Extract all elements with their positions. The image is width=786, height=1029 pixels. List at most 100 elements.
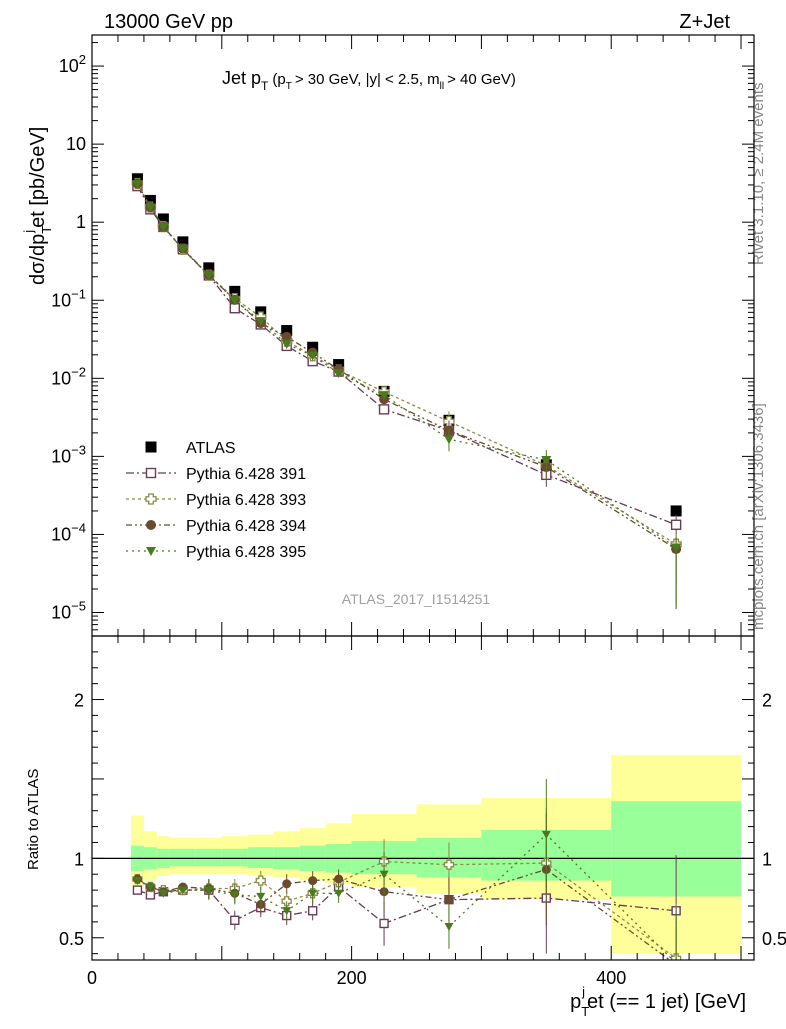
- marker-filled-square: [203, 262, 215, 274]
- marker-filled-triangle: [177, 245, 188, 255]
- legend-label-3: Pythia 6.428 394: [186, 518, 306, 535]
- xtick-label: 400: [596, 968, 626, 988]
- xlabel-sup: j: [581, 984, 585, 999]
- marker-filled-triangle: [158, 223, 169, 233]
- main-ytick-label: 10−3: [51, 442, 86, 466]
- marker-filled-square: [307, 341, 319, 353]
- marker-filled-square: [670, 505, 682, 517]
- marker-filled-circle: [444, 895, 454, 905]
- marker-filled-triangle: [146, 547, 156, 556]
- marker-filled-triangle: [307, 351, 318, 361]
- header-left: 13000 GeV pp: [104, 11, 233, 33]
- main-ytick-label: 10: [66, 134, 86, 154]
- main-ytick-label: 1: [76, 212, 86, 232]
- marker-filled-triangle: [333, 368, 344, 378]
- legend-label-2: Pythia 6.428 393: [186, 492, 306, 509]
- marker-filled-triangle: [204, 886, 214, 895]
- marker-open-square: [230, 915, 240, 925]
- marker-open-square: [307, 906, 318, 916]
- marker-filled-circle: [282, 879, 292, 889]
- marker-open-square: [379, 918, 389, 929]
- marker-filled-triangle: [671, 959, 681, 960]
- main-series-line: [136, 183, 677, 545]
- marker-filled-square: [157, 213, 169, 225]
- ratio-ylabel: Ratio to ATLAS: [25, 769, 42, 870]
- legend-label-4: Pythia 6.428 395: [186, 544, 306, 561]
- marker-filled-triangle: [281, 340, 292, 350]
- marker-filled-square: [281, 324, 293, 336]
- marker-filled-triangle: [230, 891, 240, 900]
- marker-open-square: [670, 519, 682, 530]
- marker-filled-triangle: [256, 892, 266, 901]
- legend-label-1: Pythia 6.428 391: [186, 466, 306, 483]
- ylabel-main: dσ/dp: [27, 234, 49, 285]
- marker-filled-triangle: [379, 870, 389, 879]
- marker-open-square: [378, 404, 390, 415]
- plot-layer: [131, 173, 682, 969]
- ylabel-sub: T: [39, 226, 54, 234]
- ratio-frame: [91, 635, 755, 961]
- xlabel-p: p: [570, 991, 581, 1013]
- main-ylabel: dσ/dpTj et [pb/GeV]: [21, 127, 54, 285]
- marker-filled-triangle: [443, 435, 454, 445]
- marker-filled-triangle: [203, 271, 214, 281]
- marker-open-square: [132, 885, 143, 895]
- marker-open-cross: [281, 896, 292, 907]
- title-cut1: (p: [272, 71, 285, 88]
- title-main: Jet p: [222, 68, 261, 88]
- marker-filled-square: [145, 441, 157, 453]
- ylabel-sup: j: [21, 230, 36, 234]
- marker-filled-square: [144, 194, 156, 206]
- marker-filled-triangle: [541, 830, 551, 840]
- analysis-watermark: ATLAS_2017_I1514251: [342, 591, 491, 607]
- ylabel-rest: et [pb/GeV]: [27, 127, 49, 228]
- ratio-ytick-label: 2: [74, 691, 84, 711]
- ratio-ytick-label-right: 2: [762, 691, 772, 711]
- xlabel-rest: et (== 1 jet) [GeV]: [587, 991, 746, 1013]
- main-ytick-label: 10−5: [51, 599, 86, 623]
- marker-filled-triangle: [178, 886, 188, 895]
- band-green-bin: [247, 847, 274, 868]
- xtick-label: 200: [337, 968, 367, 988]
- marker-filled-circle: [308, 876, 318, 886]
- main-series-line: [136, 183, 677, 549]
- title-cut-sub1: T: [286, 81, 292, 92]
- marker-filled-square: [177, 236, 189, 248]
- marker-filled-triangle: [145, 883, 155, 892]
- marker-filled-circle: [281, 331, 292, 342]
- marker-filled-circle: [672, 960, 681, 969]
- marker-filled-triangle: [145, 203, 156, 213]
- mcplots-label: mcplots.cern.ch [arXiv:1306.3436]: [750, 403, 767, 630]
- marker-filled-square: [229, 285, 241, 297]
- marker-filled-triangle: [379, 391, 390, 401]
- marker-open-square: [145, 467, 157, 479]
- marker-filled-triangle: [308, 889, 318, 898]
- main-ytick-label: 10−2: [51, 364, 86, 388]
- legend-label-0: ATLAS: [186, 440, 236, 457]
- marker-filled-triangle: [132, 876, 142, 886]
- marker-filled-circle: [334, 874, 344, 884]
- plot-title: Jet pT (pT > 30 GeV, |y| < 2.5, mll > 40 Ge…: [222, 68, 516, 93]
- marker-filled-circle: [146, 520, 156, 530]
- main-ytick-label: 10−1: [51, 286, 86, 310]
- marker-open-cross: [145, 493, 157, 505]
- ratio-ytick-label: 1: [74, 849, 84, 869]
- marker-filled-triangle: [255, 317, 266, 327]
- ratio-ytick-label: 0.5: [59, 929, 84, 949]
- band-green-bin: [221, 848, 248, 867]
- main-series-4: [132, 180, 682, 608]
- main-ytick-label: 10−4: [51, 520, 86, 544]
- marker-filled-triangle: [334, 889, 344, 898]
- xlabel-sub: T: [581, 1004, 589, 1019]
- main-ytick-label: 102: [59, 52, 86, 76]
- marker-filled-triangle: [671, 543, 682, 553]
- main-series-2: [131, 177, 682, 605]
- marker-filled-triangle: [444, 923, 454, 932]
- marker-filled-triangle: [541, 455, 552, 465]
- band-green-bin: [169, 848, 196, 867]
- xtick-label: 0: [87, 968, 97, 988]
- title-sub: T: [261, 79, 269, 93]
- marker-filled-triangle: [132, 180, 143, 190]
